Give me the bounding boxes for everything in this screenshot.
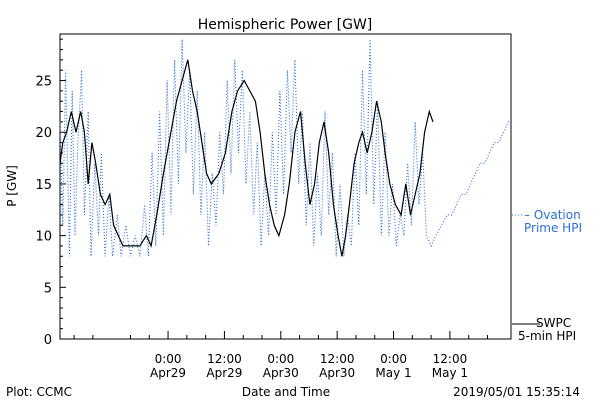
x-tick-time-0: 0:00 bbox=[155, 352, 182, 366]
x-axis-label: Date and Time bbox=[242, 385, 330, 399]
y-tick-label-0: 0 bbox=[44, 333, 52, 348]
legend: – Ovation Prime HPI SWPC 5-min HPI bbox=[512, 208, 582, 343]
x-tick-time-4: 0:00 bbox=[380, 352, 407, 366]
y-axis-label: P [GW] bbox=[5, 165, 19, 207]
y-tick-label-5: 5 bbox=[44, 281, 52, 296]
x-axis: 0:00Apr2912:00Apr290:00Apr3012:00Apr300:… bbox=[73, 331, 489, 380]
legend-label-swpc-line1: SWPC bbox=[536, 316, 571, 330]
plot-frame bbox=[59, 33, 512, 340]
legend-label-ovation-line2: Prime HPI bbox=[524, 221, 582, 235]
swpc-hpi-line bbox=[59, 59, 434, 257]
x-tick-time-5: 12:00 bbox=[433, 352, 468, 366]
x-tick-date-1: Apr29 bbox=[206, 366, 242, 380]
x-tick-date-3: Apr30 bbox=[319, 366, 355, 380]
series-layer bbox=[59, 39, 511, 257]
x-tick-time-3: 12:00 bbox=[320, 352, 355, 366]
x-tick-date-4: May 1 bbox=[375, 366, 411, 380]
y-tick-label-15: 15 bbox=[35, 178, 52, 193]
timestamp: 2019/05/01 15:35:14 bbox=[453, 385, 580, 399]
x-tick-time-1: 12:00 bbox=[207, 352, 242, 366]
x-tick-date-5: May 1 bbox=[432, 366, 468, 380]
legend-label-ovation-line1: – Ovation bbox=[524, 208, 581, 222]
plot-credit: Plot: CCMC bbox=[6, 385, 72, 399]
ovation-prime-hpi-line bbox=[59, 39, 511, 257]
x-tick-time-2: 0:00 bbox=[267, 352, 294, 366]
chart-title: Hemispheric Power [GW] bbox=[198, 17, 373, 33]
y-tick-label-20: 20 bbox=[35, 126, 52, 141]
x-tick-date-0: Apr29 bbox=[150, 366, 186, 380]
legend-label-swpc-line2: 5-min HPI bbox=[518, 329, 576, 343]
y-tick-label-10: 10 bbox=[35, 230, 52, 245]
y-tick-label-25: 25 bbox=[35, 75, 52, 90]
y-axis: 0 5 10 15 20 25 bbox=[35, 38, 66, 348]
x-tick-date-2: Apr30 bbox=[263, 366, 299, 380]
